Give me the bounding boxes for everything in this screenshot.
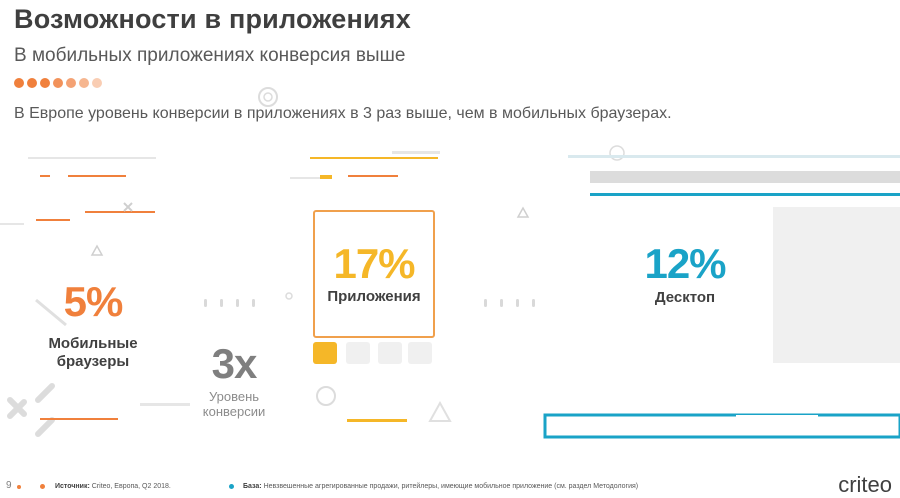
background-illustration (0, 87, 900, 439)
lead-text: В Европе уровень конверсии в приложениях… (14, 105, 672, 122)
apps-card (313, 210, 435, 338)
multiplier-label-line2: конверсии (202, 404, 266, 419)
app-icon-square (408, 342, 432, 364)
dot (40, 78, 50, 88)
source-text: Criteo, Европа, Q2 2018. (91, 483, 171, 490)
multiplier-label-line1: Уровень (208, 389, 260, 404)
source-note: Источник: Criteo, Европа, Q2 2018. (55, 483, 171, 490)
app-icon-square (346, 342, 370, 364)
apps-label: Приложения (327, 288, 421, 305)
base-label: База: (243, 483, 262, 490)
base-text: Невзвешенные агрегированные продажи, рит… (263, 483, 639, 490)
desktop-value: 12% (644, 240, 726, 287)
apps-value: 17% (333, 240, 415, 287)
decorative-dots (14, 78, 102, 88)
criteo-logo: criteo (838, 472, 892, 497)
page-number: 9 (6, 480, 12, 491)
source-label: Источник: (55, 483, 90, 490)
app-icon-square (378, 342, 402, 364)
base-bullet-icon (229, 484, 234, 489)
desktop-label: Десктоп (654, 289, 716, 306)
dot (79, 78, 89, 88)
mobile-browsers-label-line1: Мобильные (48, 335, 138, 352)
dot (53, 78, 63, 88)
dot (27, 78, 37, 88)
dot (14, 78, 24, 88)
multiplier-value: 3x (211, 340, 258, 387)
page-title: Возможности в приложениях (14, 4, 411, 34)
base-note: База: Невзвешенные агрегированные продаж… (243, 483, 638, 490)
mobile-browsers-label-line2: браузеры (56, 353, 130, 370)
source-bullet-icon (40, 484, 45, 489)
page-subtitle: В мобильных приложениях конверсия выше (14, 45, 406, 66)
dot (66, 78, 76, 88)
page-number-dot (17, 485, 21, 489)
mobile-browsers-value: 5% (63, 278, 124, 325)
app-icon-square (313, 342, 337, 364)
dot (92, 78, 102, 88)
